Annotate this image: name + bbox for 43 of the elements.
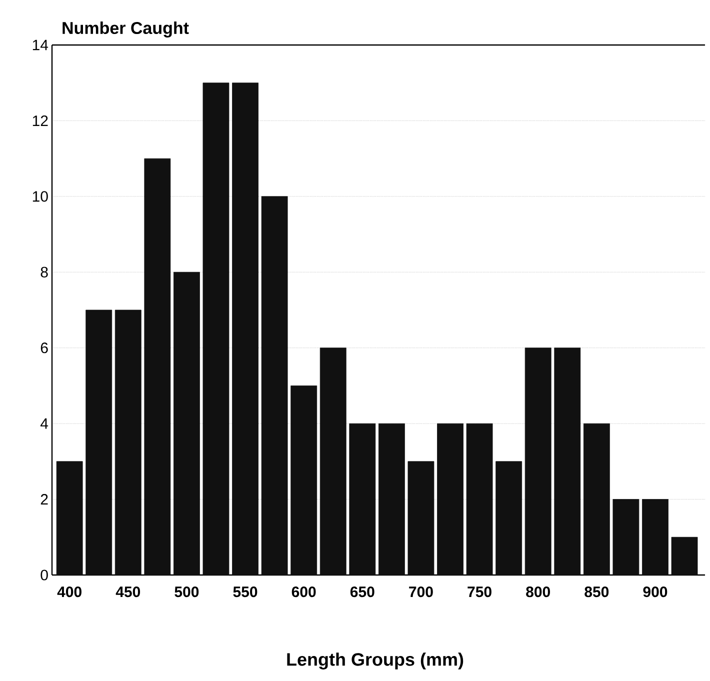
bar [671, 536, 698, 576]
x-tick-label: 900 [643, 586, 668, 598]
bar [612, 499, 640, 576]
x-tick-label: 600 [292, 586, 316, 598]
y-axis-title: Number Caught [62, 22, 189, 38]
bar [174, 272, 200, 576]
bar [349, 423, 376, 576]
bar [642, 499, 668, 576]
bar [261, 196, 288, 576]
x-tick-label: 850 [584, 586, 609, 598]
y-tick-label: 2 [40, 494, 48, 505]
bar [496, 461, 522, 576]
bar [232, 82, 258, 576]
x-tick-label: 500 [174, 586, 199, 598]
x-tick-label: 700 [409, 586, 433, 598]
bar [524, 348, 552, 576]
bar [408, 461, 434, 576]
y-tick-label: 10 [32, 191, 48, 202]
bar [56, 461, 83, 576]
bar [378, 423, 405, 576]
x-tick-label: 650 [350, 586, 374, 598]
bar [466, 423, 493, 576]
y-tick-label: 6 [40, 342, 48, 354]
bar [202, 82, 230, 576]
x-tick-label: 800 [526, 586, 550, 598]
y-tick-label: 8 [40, 266, 48, 278]
x-tick-label: 400 [57, 586, 82, 598]
x-tick-label: 750 [468, 586, 492, 598]
bar [114, 310, 142, 576]
y-tick-label: 4 [40, 418, 48, 429]
x-axis-title: Length Groups (mm) [287, 652, 464, 670]
bar [320, 348, 346, 576]
bar [583, 423, 610, 576]
bar [437, 423, 464, 576]
y-tick-label: 0 [40, 570, 48, 580]
x-tick-label: 550 [233, 586, 258, 598]
y-tick-label: 12 [32, 115, 48, 126]
x-tick-label: 450 [116, 586, 140, 598]
y-tick-label: 14 [32, 40, 48, 50]
bar [144, 158, 171, 576]
bar [554, 348, 581, 576]
bar [86, 310, 112, 576]
bar [290, 386, 318, 576]
